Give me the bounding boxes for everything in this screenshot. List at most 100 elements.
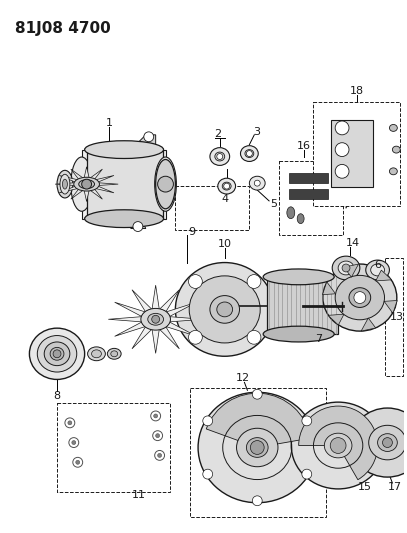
Polygon shape — [95, 175, 114, 182]
Ellipse shape — [217, 302, 232, 317]
Circle shape — [224, 183, 230, 189]
Ellipse shape — [349, 288, 371, 308]
Text: 8: 8 — [53, 391, 61, 401]
Circle shape — [203, 469, 212, 479]
Ellipse shape — [369, 425, 406, 460]
Ellipse shape — [366, 260, 389, 280]
Circle shape — [330, 438, 346, 454]
Circle shape — [155, 434, 160, 438]
Ellipse shape — [79, 180, 94, 189]
Ellipse shape — [111, 351, 118, 357]
Ellipse shape — [218, 178, 236, 194]
Circle shape — [133, 222, 143, 231]
Circle shape — [302, 416, 312, 426]
Circle shape — [82, 179, 92, 189]
Text: 17: 17 — [388, 482, 403, 492]
Polygon shape — [152, 285, 159, 309]
Circle shape — [155, 450, 164, 461]
Polygon shape — [59, 175, 78, 182]
Ellipse shape — [92, 350, 101, 358]
Wedge shape — [299, 406, 378, 480]
Ellipse shape — [297, 214, 304, 224]
Ellipse shape — [210, 296, 239, 323]
Ellipse shape — [338, 261, 354, 275]
Polygon shape — [115, 322, 145, 336]
Ellipse shape — [350, 408, 407, 477]
Circle shape — [247, 274, 261, 288]
Polygon shape — [71, 169, 83, 179]
Ellipse shape — [215, 152, 225, 161]
Wedge shape — [206, 393, 311, 448]
Text: 3: 3 — [253, 127, 260, 137]
Circle shape — [335, 164, 349, 178]
Bar — [279, 161, 343, 236]
Polygon shape — [322, 282, 335, 295]
Polygon shape — [95, 186, 114, 193]
Polygon shape — [108, 317, 141, 322]
Polygon shape — [131, 135, 155, 150]
Ellipse shape — [245, 150, 254, 158]
Ellipse shape — [198, 392, 316, 503]
Ellipse shape — [323, 264, 397, 331]
Circle shape — [302, 469, 312, 479]
Bar — [82, 150, 166, 219]
Circle shape — [252, 389, 262, 399]
Ellipse shape — [249, 176, 265, 190]
Ellipse shape — [335, 276, 385, 320]
Ellipse shape — [378, 434, 397, 451]
Ellipse shape — [287, 207, 295, 219]
Bar — [313, 102, 400, 206]
Bar — [331, 120, 373, 187]
Bar — [385, 258, 403, 376]
Ellipse shape — [37, 336, 77, 372]
Ellipse shape — [148, 313, 164, 325]
Ellipse shape — [85, 210, 164, 228]
Text: 6: 6 — [374, 260, 381, 270]
Polygon shape — [376, 270, 392, 281]
Circle shape — [154, 414, 158, 418]
Polygon shape — [166, 322, 197, 336]
Circle shape — [65, 418, 75, 428]
Polygon shape — [384, 301, 397, 313]
Text: 5: 5 — [271, 199, 278, 209]
Ellipse shape — [74, 177, 99, 191]
Text: 7: 7 — [315, 334, 322, 344]
Ellipse shape — [50, 348, 64, 360]
Polygon shape — [71, 189, 83, 199]
Ellipse shape — [107, 349, 121, 359]
Ellipse shape — [222, 182, 231, 190]
Circle shape — [217, 154, 223, 159]
Circle shape — [158, 176, 173, 192]
Ellipse shape — [155, 157, 176, 211]
Polygon shape — [90, 169, 103, 179]
Circle shape — [53, 350, 61, 358]
Text: 18: 18 — [350, 86, 364, 96]
Text: 15: 15 — [358, 482, 372, 492]
Polygon shape — [344, 264, 359, 277]
Circle shape — [254, 180, 260, 186]
Polygon shape — [84, 167, 89, 178]
Circle shape — [203, 416, 212, 426]
Text: 14: 14 — [346, 238, 360, 248]
Ellipse shape — [263, 269, 334, 285]
Ellipse shape — [57, 171, 73, 198]
Ellipse shape — [210, 148, 230, 165]
Circle shape — [252, 496, 262, 506]
Ellipse shape — [236, 428, 278, 467]
Text: 4: 4 — [221, 194, 228, 204]
Text: 11: 11 — [132, 490, 146, 500]
Ellipse shape — [175, 263, 274, 356]
Ellipse shape — [246, 438, 268, 457]
Text: 12: 12 — [235, 374, 249, 383]
Polygon shape — [166, 302, 197, 316]
Ellipse shape — [60, 174, 70, 194]
Polygon shape — [126, 219, 146, 229]
Polygon shape — [84, 190, 89, 201]
Polygon shape — [160, 290, 179, 312]
Circle shape — [383, 438, 392, 448]
Circle shape — [335, 143, 349, 157]
Ellipse shape — [332, 256, 360, 280]
Ellipse shape — [85, 141, 164, 158]
Bar — [267, 277, 338, 334]
Circle shape — [247, 330, 261, 344]
